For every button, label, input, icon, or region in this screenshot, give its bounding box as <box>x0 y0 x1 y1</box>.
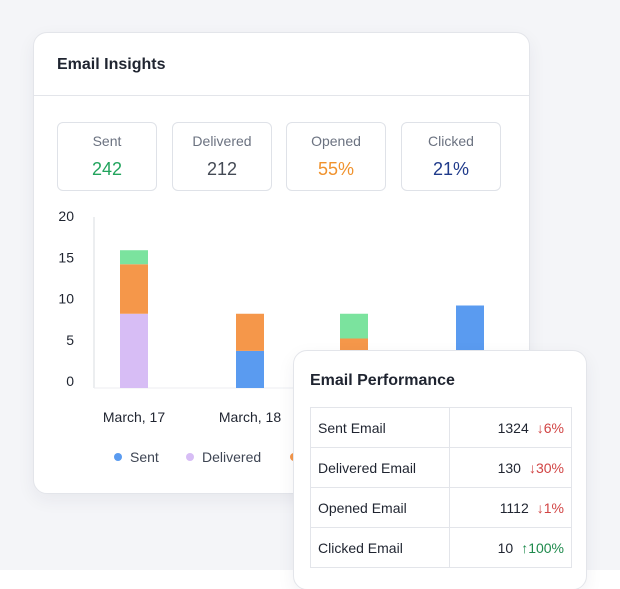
y-tick-label: 10 <box>58 291 74 307</box>
metric-value-cell: 130 ↓30% <box>449 447 572 488</box>
legend-item-delivered: Delivered <box>186 449 261 465</box>
y-tick-label: 15 <box>58 249 74 265</box>
metric-name: Delivered Email <box>310 447 450 488</box>
stat-value: 242 <box>91 159 123 179</box>
stat-label: Clicked <box>428 133 474 149</box>
stat-value: 55% <box>317 159 355 179</box>
stat-value: 212 <box>206 159 238 179</box>
bar-segment <box>236 350 264 388</box>
x-tick-label: March, 18 <box>219 409 281 425</box>
header-divider <box>34 95 529 96</box>
stat-label: Delivered <box>192 133 252 149</box>
table-row: Clicked Email 10 ↑100% <box>310 527 572 568</box>
metric-name: Clicked Email <box>310 527 450 568</box>
legend-label: Sent <box>130 449 159 465</box>
legend-item-sent: Sent <box>114 449 159 465</box>
stat-value: 21% <box>432 159 470 179</box>
bar-segment <box>120 264 148 314</box>
bar-segment <box>340 313 368 339</box>
table-row: Opened Email 1112 ↓1% <box>310 487 572 528</box>
stat-clicked: Clicked 21% <box>401 122 501 191</box>
stat-opened: Opened 55% <box>286 122 386 191</box>
legend-dot-icon <box>186 453 194 461</box>
table-row: Delivered Email 130 ↓30% <box>310 447 572 488</box>
bar-segment <box>120 313 148 388</box>
metric-value: 1112 <box>499 499 529 516</box>
metric-value: 1324 <box>497 419 529 436</box>
metric-name: Opened Email <box>310 487 450 528</box>
metric-value-cell: 1324 ↓6% <box>449 407 572 448</box>
y-tick-label: 0 <box>66 373 74 389</box>
y-tick-label: 5 <box>66 332 74 348</box>
stat-delivered: Delivered 212 <box>172 122 272 191</box>
metric-value: 130 <box>497 459 521 476</box>
metric-value-cell: 10 ↑100% <box>449 527 572 568</box>
y-tick-label: 20 <box>58 208 74 224</box>
bar-segment <box>120 250 148 265</box>
metric-change: ↓6% <box>536 419 564 436</box>
metric-name: Sent Email <box>310 407 450 448</box>
bar-segment <box>236 313 264 351</box>
legend-label: Delivered <box>202 449 262 465</box>
metric-value: 10 <box>497 539 514 556</box>
metric-change: ↑100% <box>521 539 564 556</box>
x-tick-label: March, 17 <box>103 409 165 425</box>
metric-change: ↓1% <box>536 499 564 516</box>
stat-label: Opened <box>311 133 361 149</box>
table-row: Sent Email 1324 ↓6% <box>310 407 572 448</box>
email-performance-title: Email Performance <box>310 372 455 389</box>
metric-change: ↓30% <box>528 459 564 476</box>
email-insights-title: Email Insights <box>57 56 166 73</box>
stat-sent: Sent 242 <box>57 122 157 191</box>
performance-table: Sent Email 1324 ↓6% Delivered Email 130 ↓30% O… <box>310 407 572 568</box>
email-performance-card: Email Performance Sent Email 1324 ↓6% Deliv… <box>293 350 587 589</box>
legend-dot-icon <box>114 453 122 461</box>
stat-label: Sent <box>92 133 122 149</box>
metric-value-cell: 1112 ↓1% <box>449 487 572 528</box>
